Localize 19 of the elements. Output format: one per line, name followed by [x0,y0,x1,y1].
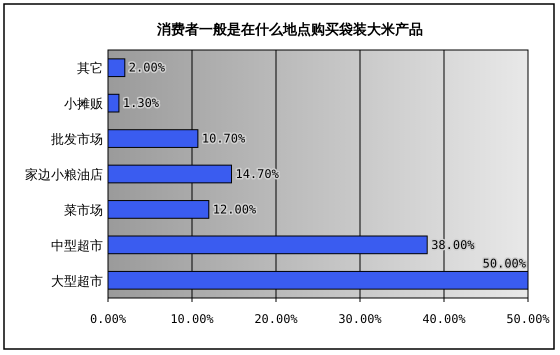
chart-title: 消费者一般是在什么地点购买袋装大米产品 [156,21,423,38]
x-tick-label: 0.00% [90,312,127,326]
data-label: 50.00% [482,256,527,270]
x-tick-label: 20.00% [254,312,298,326]
y-tick-label: 批发市场 [51,132,103,148]
x-tick-label: 50.00% [506,312,550,326]
data-label: 2.00% [128,60,166,75]
x-tick-label: 10.00% [170,312,214,326]
y-tick-label: 其它 [77,60,103,77]
y-tick-label: 菜市场 [64,203,103,218]
data-label: 10.70% [202,132,246,146]
data-label: 1.30% [122,96,160,110]
y-tick-label: 小摊贩 [64,97,103,112]
x-tick-label: 40.00% [422,312,466,326]
y-tick-label: 大型超市 [51,274,103,290]
x-tick-label: 30.00% [338,312,382,326]
data-label: 12.00% [212,202,257,216]
y-tick-label: 中型超市 [51,238,103,254]
y-tick-label: 家边小粮油店 [25,167,103,183]
